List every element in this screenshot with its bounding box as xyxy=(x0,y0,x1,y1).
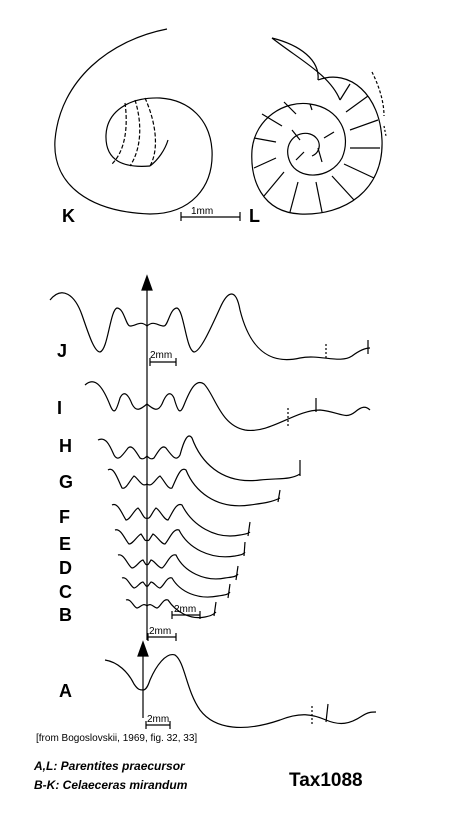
suture-d xyxy=(117,554,239,581)
suture-c xyxy=(121,577,231,599)
scale-label-j: 2mm xyxy=(150,350,172,361)
suture-a xyxy=(104,640,377,729)
shell-l xyxy=(251,37,387,215)
suture-h xyxy=(97,435,301,482)
scale-bar-j xyxy=(149,358,177,366)
venter-axis-arrow xyxy=(141,274,153,640)
panel-label-g: G xyxy=(59,472,73,492)
scale-label-bottom-mid: 2mm xyxy=(149,626,171,637)
panel-label-f: F xyxy=(59,507,70,527)
scale-bar-bottom-mid xyxy=(147,633,177,641)
suture-f xyxy=(111,503,251,537)
suture-g xyxy=(107,468,281,507)
scale-bar-shell xyxy=(180,212,241,221)
panel-label-j: J xyxy=(57,341,67,361)
legend-line-1: A,L: Parentites praecursor xyxy=(34,759,185,773)
taxon-id: Tax1088 xyxy=(289,770,363,791)
legend-line-2: B-K: Celaeceras mirandum xyxy=(34,778,188,792)
scale-label-shell: 1mm xyxy=(191,206,213,217)
scale-bar-a xyxy=(145,721,171,729)
scale-label-a: 2mm xyxy=(147,714,169,725)
panel-label-l: L xyxy=(249,206,260,226)
scale-label-b: 2mm xyxy=(174,604,196,615)
suture-i xyxy=(84,381,371,432)
suture-b xyxy=(125,599,217,619)
suture-e xyxy=(114,529,246,558)
panel-label-b: B xyxy=(59,605,72,625)
source-note: [from Bogoslovskii, 1969, fig. 32, 33] xyxy=(36,733,198,744)
shell-k xyxy=(54,28,213,215)
suture-j xyxy=(49,292,371,361)
panel-label-d: D xyxy=(59,558,72,578)
panel-label-e: E xyxy=(59,534,71,554)
panel-label-h: H xyxy=(59,436,72,456)
scale-bar-b xyxy=(171,611,201,619)
panel-label-i: I xyxy=(57,398,62,418)
panel-label-c: C xyxy=(59,582,72,602)
panel-label-k: K xyxy=(62,206,75,226)
panel-label-a: A xyxy=(59,681,72,701)
